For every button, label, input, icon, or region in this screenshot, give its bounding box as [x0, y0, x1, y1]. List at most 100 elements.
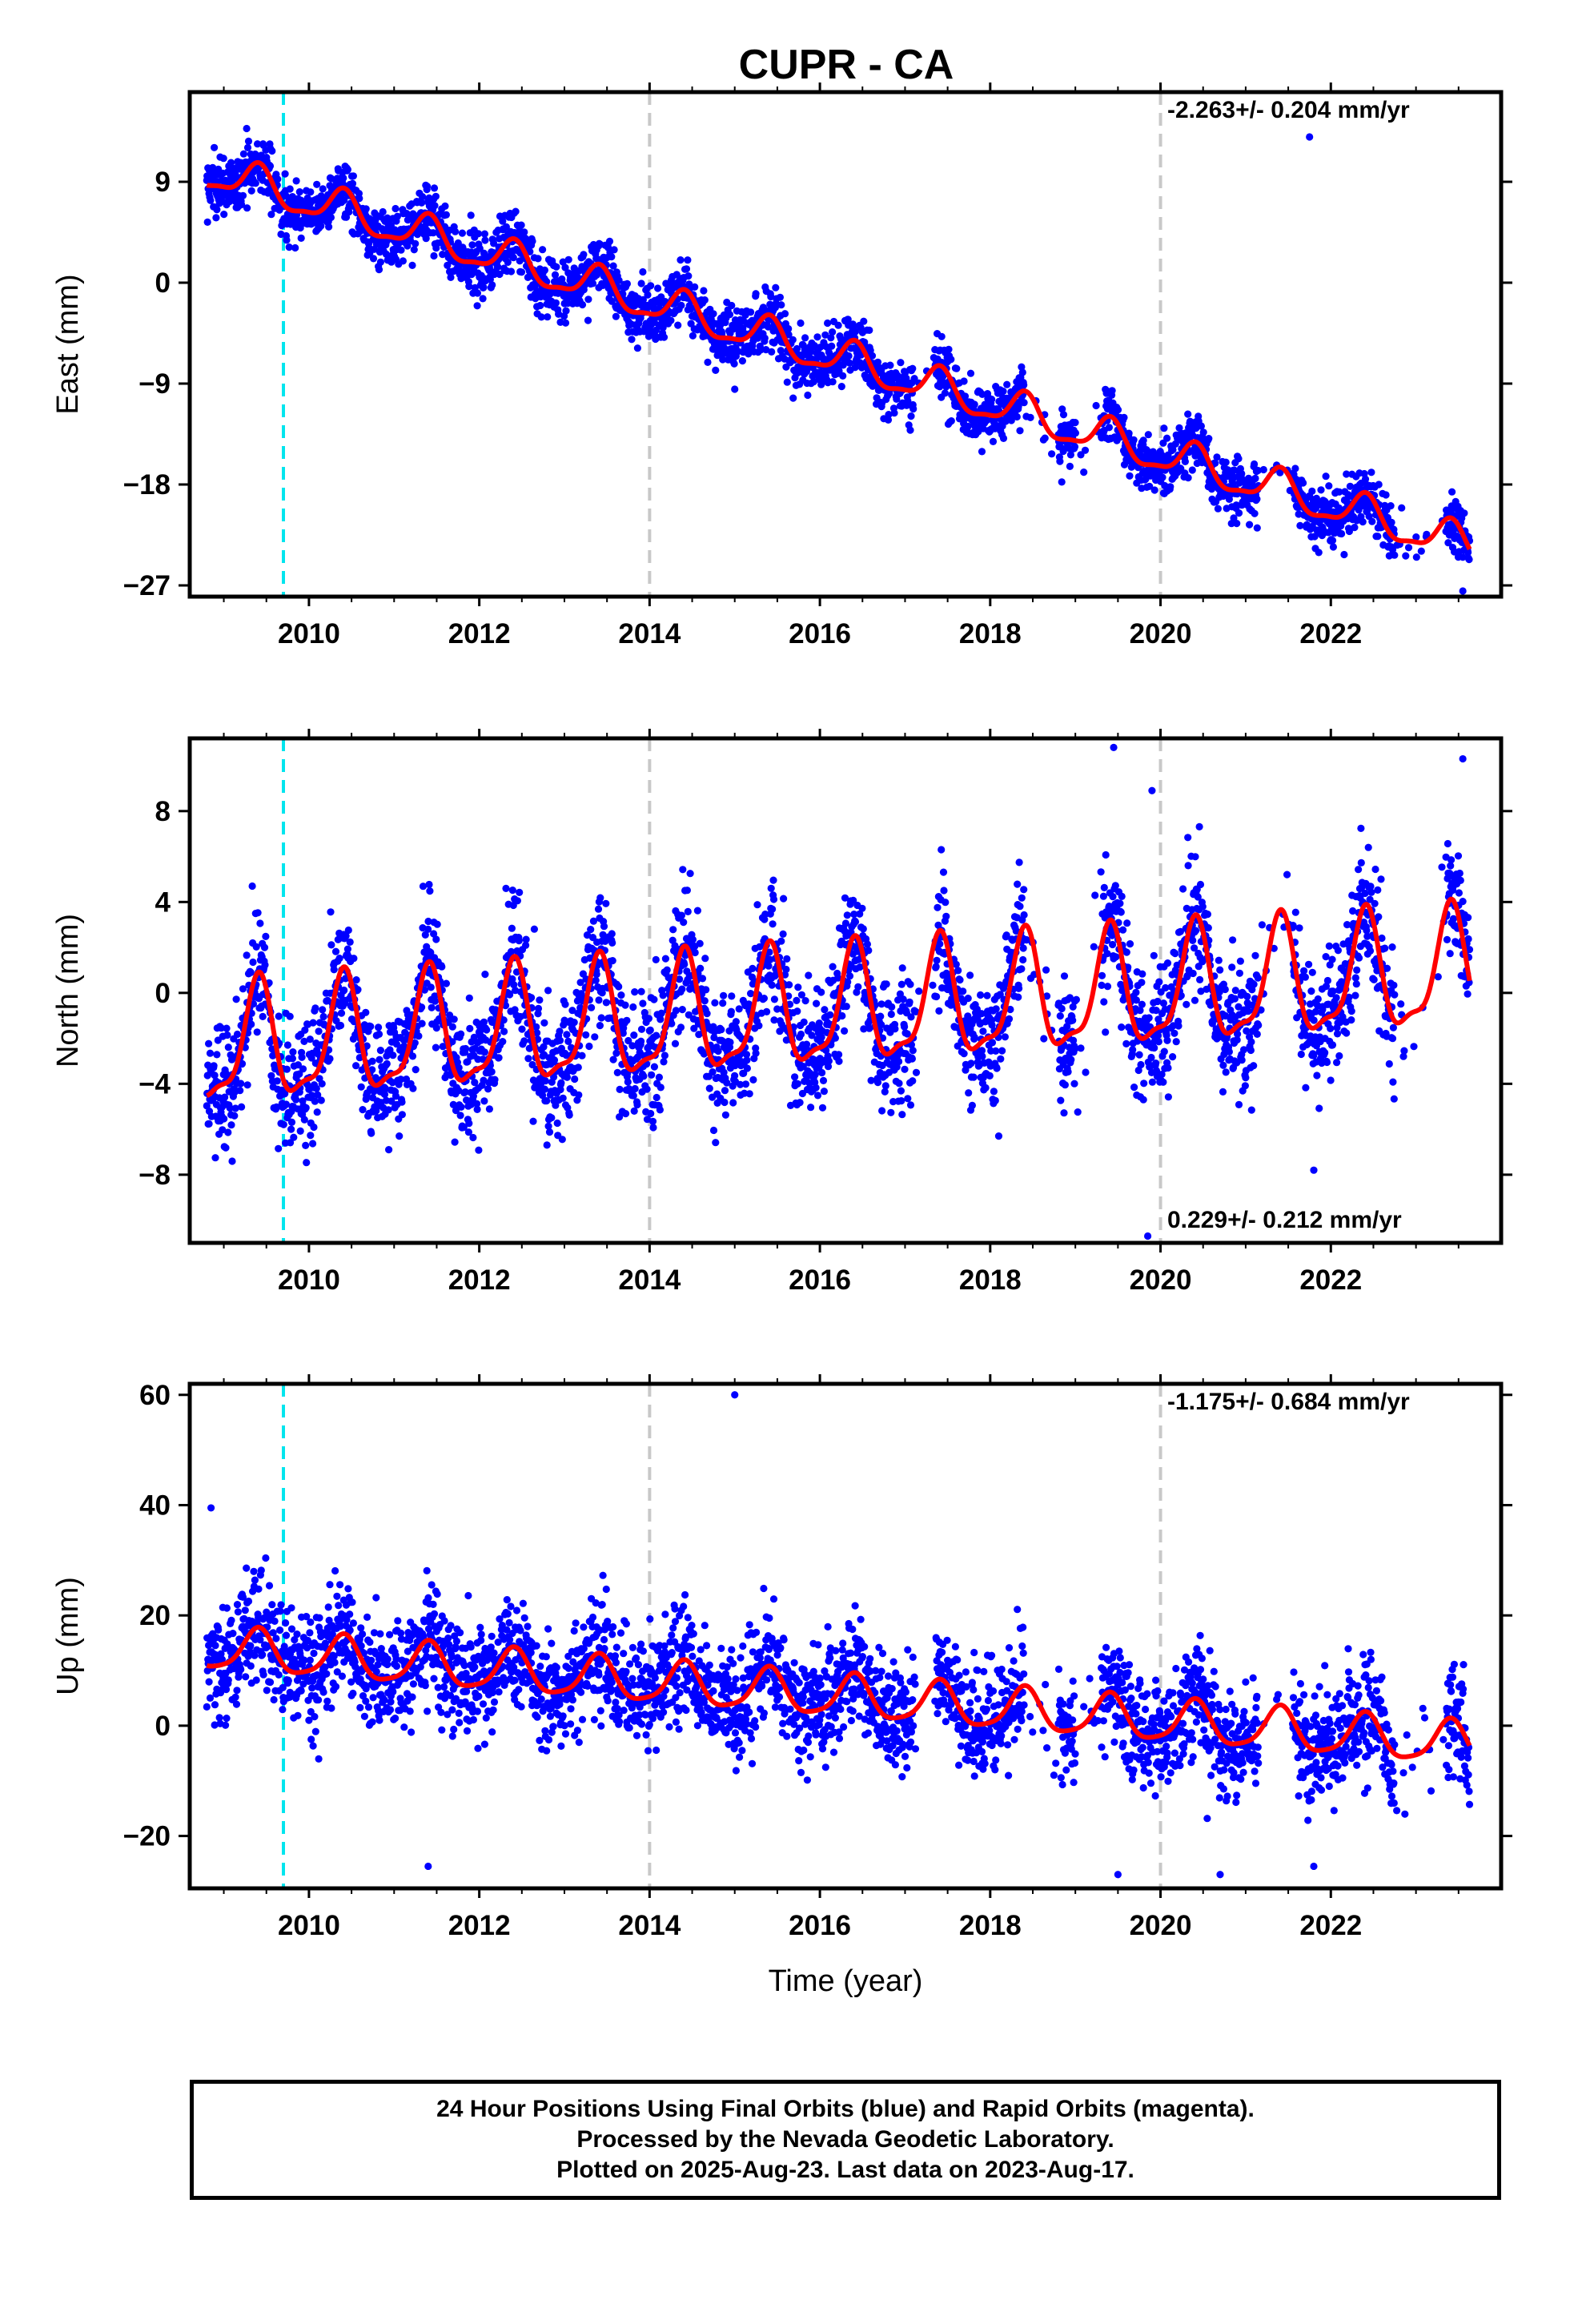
north-data-point	[508, 924, 516, 932]
north-data-point	[752, 1049, 760, 1057]
north-data-point	[426, 887, 434, 895]
east-data-point	[1197, 422, 1205, 430]
east-data-point	[821, 331, 829, 339]
east-data-point	[1335, 488, 1343, 496]
north-data-point	[376, 1047, 384, 1055]
east-data-point	[1071, 429, 1079, 437]
north-data-point	[294, 1061, 302, 1069]
north-data-point	[300, 1037, 308, 1045]
north-data-point	[819, 1076, 828, 1084]
east-data-point	[375, 266, 383, 274]
north-data-point	[420, 986, 429, 994]
north-data-point	[221, 1093, 229, 1101]
north-data-point	[701, 955, 709, 963]
east-data-point	[1059, 411, 1068, 419]
east-data-point	[610, 246, 618, 254]
east-data-point	[285, 243, 293, 251]
east-data-point	[1325, 482, 1333, 490]
east-data-point	[829, 328, 837, 336]
north-data-point	[873, 1079, 882, 1087]
east-data-point	[327, 213, 335, 222]
north-data-point	[518, 1025, 526, 1033]
east-data-point	[865, 326, 873, 334]
north-data-point	[702, 986, 710, 994]
north-data-point	[508, 887, 516, 895]
east-data-point	[212, 214, 220, 222]
north-data-point	[272, 1103, 280, 1111]
north-data-point	[409, 1084, 417, 1092]
east-data-point	[345, 208, 353, 216]
north-data-point	[835, 1051, 843, 1059]
east-y-tick-label: 0	[155, 267, 171, 299]
north-data-point	[415, 1032, 423, 1040]
north-data-point	[544, 987, 552, 995]
east-data-point	[953, 364, 961, 372]
east-data-point	[1404, 544, 1413, 552]
east-data-point	[767, 292, 775, 301]
east-data-point	[362, 205, 370, 213]
north-data-point	[516, 888, 524, 896]
east-data-point	[623, 279, 632, 287]
north-data-point	[793, 996, 801, 1004]
east-data-point	[1126, 472, 1134, 480]
north-data-point	[652, 955, 660, 963]
east-outlier-point	[1450, 548, 1459, 556]
north-data-point	[679, 866, 687, 874]
north-data-point	[318, 1080, 326, 1088]
north-data-point	[558, 1136, 566, 1144]
north-data-point	[238, 1103, 246, 1111]
east-data-point	[1361, 475, 1370, 483]
north-data-point	[499, 1038, 507, 1046]
north-data-point	[302, 1141, 310, 1149]
north-data-point	[643, 1085, 651, 1093]
north-data-point	[375, 1023, 383, 1031]
north-data-point	[432, 1043, 440, 1051]
north-data-point	[709, 1126, 718, 1135]
north-data-point	[732, 1018, 741, 1026]
chart-title: CUPR - CA	[739, 42, 954, 88]
east-data-point	[1020, 399, 1028, 407]
east-data-point	[476, 244, 484, 252]
north-data-point	[282, 1100, 291, 1108]
north-data-point	[858, 904, 866, 912]
north-data-point	[820, 1088, 828, 1096]
north-data-point	[383, 1059, 391, 1068]
north-data-point	[768, 981, 776, 989]
north-data-point	[343, 945, 351, 953]
east-data-point	[873, 358, 882, 366]
east-data-point	[539, 246, 547, 254]
north-data-point	[843, 911, 851, 919]
east-data-point	[544, 313, 552, 321]
east-data-point	[430, 251, 438, 260]
east-data-point	[517, 268, 526, 276]
north-data-point	[326, 1055, 334, 1063]
north-data-point	[681, 960, 689, 968]
north-data-point	[671, 1039, 680, 1047]
east-data-point	[1066, 462, 1074, 471]
north-data-point	[631, 1084, 639, 1093]
north-data-point	[448, 1023, 456, 1031]
north-data-point	[908, 1055, 916, 1063]
north-data-point	[595, 996, 603, 1004]
north-data-point	[800, 1018, 808, 1026]
north-data-point	[484, 1085, 492, 1093]
east-data-point	[834, 321, 842, 329]
north-data-point	[292, 1096, 300, 1104]
north-data-point	[721, 1098, 729, 1107]
north-data-point	[637, 1025, 646, 1033]
east-data-point	[1253, 495, 1261, 503]
east-data-point	[1163, 434, 1171, 442]
east-data-point	[1169, 445, 1177, 454]
north-data-point	[287, 1118, 296, 1126]
east-data-point	[1105, 424, 1113, 432]
east-x-tick-label: 2012	[448, 618, 511, 649]
north-data-point	[650, 1063, 659, 1071]
east-data-point	[978, 448, 986, 456]
north-data-point	[612, 1049, 620, 1057]
east-data-point	[988, 396, 996, 404]
north-data-point	[796, 1099, 804, 1107]
north-data-point	[279, 1120, 287, 1128]
north-data-point	[375, 1030, 383, 1038]
north-data-point	[905, 998, 913, 1006]
east-data-point	[552, 299, 560, 307]
